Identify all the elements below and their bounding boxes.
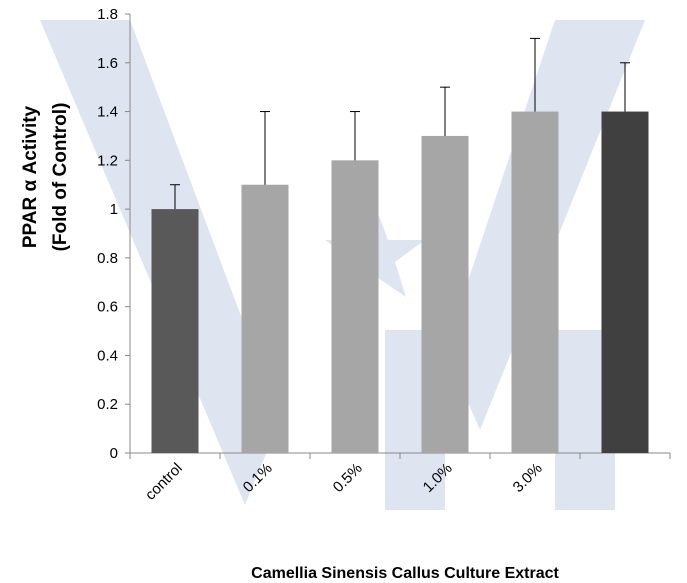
bar xyxy=(331,160,379,454)
y-axis-title-line1: PPAR α Activity xyxy=(20,105,41,248)
y-tick-label: 0 xyxy=(110,445,118,462)
y-tick-label: 1.8 xyxy=(97,6,118,23)
y-tick-label: 0.4 xyxy=(97,347,118,364)
x-tick-label: control xyxy=(142,460,186,504)
x-axis-title: Camellia Sinensis Callus Culture Extract xyxy=(251,565,559,582)
bar xyxy=(511,111,559,454)
bar xyxy=(241,184,289,453)
y-tick-label: 1.6 xyxy=(97,55,118,72)
y-tick-label: 1.2 xyxy=(97,152,118,169)
y-tick-label: 1.4 xyxy=(97,104,118,121)
y-axis-title-line2: (Fold of Control) xyxy=(50,103,71,252)
y-tick-label: 0.8 xyxy=(97,250,118,267)
y-tick-label: 0.6 xyxy=(97,299,118,316)
bar xyxy=(151,209,199,453)
x-tick-label: 3.0% xyxy=(510,460,546,496)
bar xyxy=(421,135,469,453)
x-tick-label: 0.5% xyxy=(330,460,366,496)
bar xyxy=(601,111,649,454)
y-tick-label: 0.2 xyxy=(97,396,118,413)
y-tick-label: 1 xyxy=(110,201,118,218)
